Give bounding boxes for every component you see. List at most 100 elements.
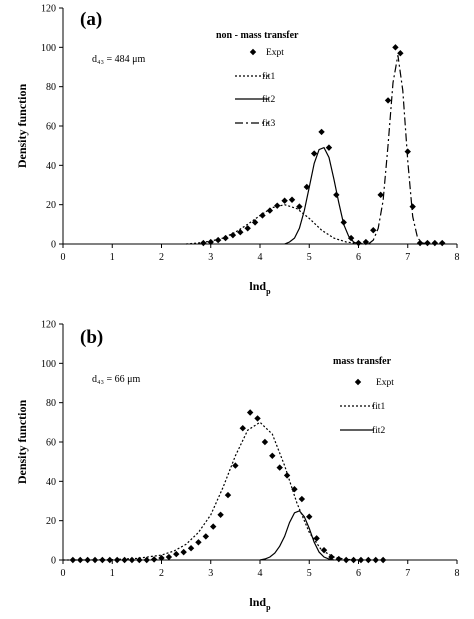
x-tick-label: 1	[110, 568, 115, 579]
data-point	[158, 554, 165, 562]
legend-label: Expt	[376, 378, 394, 388]
data-point	[254, 415, 261, 422]
legend-label: fit1	[372, 401, 385, 412]
legend-label: fit2	[372, 425, 385, 436]
x-tick-label: 2	[159, 568, 164, 579]
data-point	[274, 202, 281, 209]
legend-title: mass transfer	[333, 356, 392, 367]
data-point	[379, 556, 387, 564]
y-tick-label: 100	[41, 359, 56, 370]
x-tick-label: 6	[356, 568, 361, 579]
data-point	[318, 128, 325, 136]
y-tick-label: 100	[41, 43, 56, 54]
y-axis-label: Density function	[15, 400, 29, 485]
panel-label: (b)	[80, 327, 103, 348]
x-tick-label: 7	[405, 252, 410, 263]
x-tick-label: 2	[159, 252, 164, 263]
data-point	[306, 513, 313, 520]
data-point	[296, 203, 303, 210]
data-point	[202, 533, 210, 540]
y-tick-label: 40	[46, 161, 56, 172]
data-point	[106, 556, 113, 564]
data-point	[298, 495, 306, 503]
x-axis-label-subscript: p	[266, 603, 271, 612]
legend-marker	[249, 48, 257, 56]
series-line-fit2	[284, 146, 359, 245]
data-point	[409, 203, 416, 210]
data-point	[210, 523, 217, 530]
data-point	[377, 191, 384, 199]
x-axis-label: lndp	[249, 279, 271, 296]
y-tick-label: 120	[41, 4, 56, 15]
panel-label: (a)	[80, 9, 102, 30]
data-point	[232, 462, 239, 469]
data-point	[229, 231, 237, 239]
data-point	[416, 239, 424, 247]
y-tick-label: 60	[46, 122, 56, 133]
data-point	[173, 550, 180, 558]
x-axis-label-subscript: p	[266, 287, 271, 296]
y-tick-label: 60	[46, 438, 56, 449]
y-tick-label: 40	[46, 477, 56, 488]
x-tick-label: 0	[61, 568, 66, 579]
data-point	[217, 511, 224, 518]
series-line-fit1	[186, 204, 371, 245]
data-point	[357, 556, 365, 564]
series-line-fit2	[259, 510, 335, 561]
data-point	[237, 229, 244, 236]
data-point	[239, 425, 246, 432]
data-point	[214, 236, 222, 244]
x-tick-label: 3	[208, 568, 213, 579]
size-annotation: d₄₃ = 66 μm	[92, 374, 140, 385]
data-point	[128, 556, 136, 564]
data-point	[187, 545, 195, 552]
y-tick-label: 0	[51, 556, 56, 567]
legend-label: fit2	[262, 94, 275, 105]
data-point	[431, 239, 439, 247]
size-annotation: d₄₃ = 484 μm	[92, 54, 145, 65]
y-tick-label: 20	[46, 200, 56, 211]
data-point	[266, 207, 274, 214]
legend-title: non - mass transfer	[216, 30, 299, 41]
x-tick-label: 3	[208, 252, 213, 263]
data-point	[365, 556, 372, 564]
data-point	[313, 535, 320, 542]
y-tick-label: 80	[46, 398, 56, 409]
data-point	[121, 556, 128, 564]
data-point	[261, 438, 269, 446]
legend-label: fit3	[262, 118, 275, 129]
series-line-fit3	[368, 55, 428, 245]
y-tick-label: 0	[51, 240, 56, 251]
x-tick-label: 4	[258, 568, 263, 579]
y-tick-label: 20	[46, 516, 56, 527]
data-point	[150, 556, 158, 563]
y-tick-label: 80	[46, 82, 56, 93]
data-point	[384, 97, 392, 104]
data-point	[404, 148, 411, 155]
data-point	[246, 409, 254, 416]
data-point	[325, 144, 333, 151]
x-tick-label: 7	[405, 568, 410, 579]
x-axis-label: lndp	[249, 595, 271, 612]
data-point	[195, 539, 202, 546]
x-tick-label: 6	[356, 252, 361, 263]
data-point	[335, 555, 342, 563]
data-point	[259, 212, 266, 219]
x-tick-label: 0	[61, 252, 66, 263]
data-point	[328, 553, 335, 561]
data-point	[99, 556, 106, 564]
data-point	[362, 238, 370, 246]
legend-marker	[354, 378, 362, 386]
y-tick-label: 120	[41, 320, 56, 331]
data-point	[113, 556, 121, 564]
data-point	[224, 491, 232, 499]
x-tick-label: 5	[307, 568, 312, 579]
data-point	[143, 556, 150, 564]
data-point	[180, 548, 187, 556]
x-tick-label: 1	[110, 252, 115, 263]
data-point	[370, 227, 377, 234]
x-tick-label: 8	[455, 252, 460, 263]
data-point	[269, 452, 276, 459]
